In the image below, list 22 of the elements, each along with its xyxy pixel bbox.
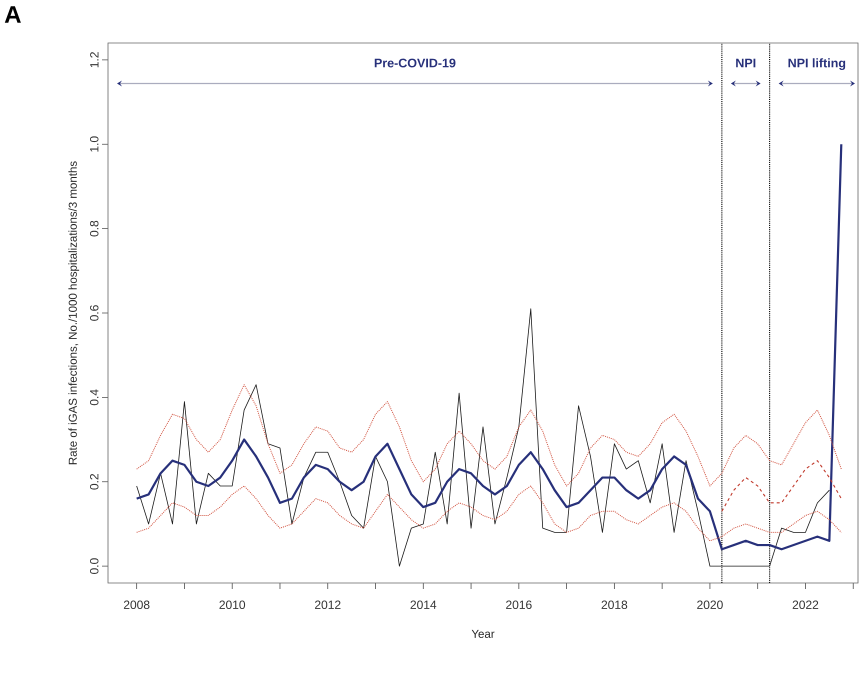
x-tick-label: 2020 (697, 600, 723, 610)
y-tick-label: 1.0 (90, 136, 98, 152)
y-tick-label: 0.8 (90, 220, 98, 236)
x-tick-label: 2014 (410, 600, 436, 610)
y-tick-label: 0.0 (90, 558, 98, 574)
x-tick-label: 2022 (792, 600, 818, 610)
y-axis-title: Rate of iGAS infections, No./1000 hospitalizations/3 months (68, 161, 80, 464)
annotation: Pre-COVID-19 (374, 58, 456, 68)
x-tick-label: 2008 (124, 600, 150, 610)
annotation: NPI (736, 58, 756, 68)
annotation: NPI lifting (788, 58, 846, 70)
x-tick-label: 2012 (315, 600, 340, 610)
line-series (721, 460, 842, 512)
x-tick-label: 2018 (602, 600, 628, 610)
y-tick-label: 0.6 (90, 305, 98, 321)
x-tick-label: 2016 (506, 600, 532, 610)
y-tick-label: 0.4 (90, 389, 98, 406)
chart-title: A (4, 6, 21, 23)
y-tick-label: 1.2 (90, 52, 98, 68)
x-tick-label: 2010 (219, 600, 246, 610)
x-axis-title: Year (472, 630, 494, 638)
y-tick-label: 0.2 (90, 474, 98, 490)
